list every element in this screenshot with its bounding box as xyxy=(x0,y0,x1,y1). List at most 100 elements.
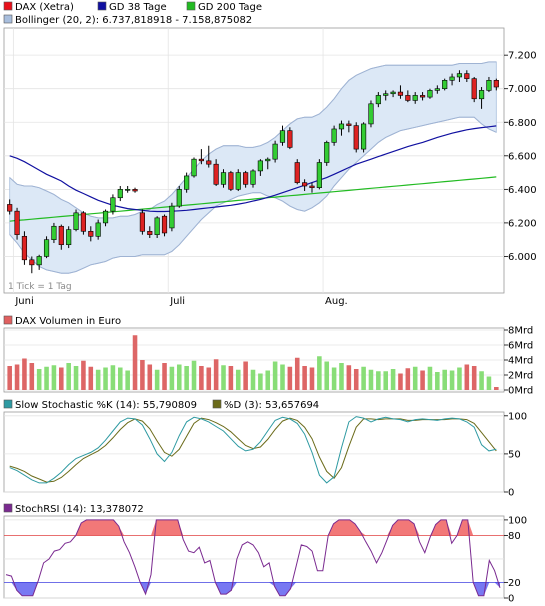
candle xyxy=(442,78,448,91)
candle xyxy=(66,226,72,249)
candle xyxy=(21,231,28,265)
candle xyxy=(243,170,249,188)
volume-bar xyxy=(59,367,64,390)
stochrsi-oversold-fill xyxy=(215,582,237,595)
candle-body xyxy=(279,130,286,143)
volume-y-axis: 0Mrd 2Mrd 4Mrd 6Mrd 8Mrd xyxy=(504,326,533,397)
candle-body xyxy=(353,125,359,150)
candle-body xyxy=(36,256,42,266)
stochrsi-y-tick-label: 100 xyxy=(508,515,527,526)
candle-body xyxy=(324,142,330,163)
tick-note: 1 Tick = 1 Tag xyxy=(8,282,72,292)
candle-body xyxy=(161,215,168,234)
candle-body xyxy=(478,90,485,100)
volume-bar xyxy=(442,369,447,390)
volume-bar xyxy=(140,360,145,390)
candle xyxy=(191,157,197,178)
stochrsi-line xyxy=(5,519,501,597)
volume-y-tick-label: 8Mrd xyxy=(508,326,533,337)
volume-bar xyxy=(471,366,477,390)
candle xyxy=(117,186,123,202)
volume-bar xyxy=(383,371,389,390)
stochrsi-y-axis: 0 20 80 100 xyxy=(504,515,527,605)
volume-bar xyxy=(250,369,256,390)
candle xyxy=(184,172,190,193)
candle-body xyxy=(456,73,463,78)
candle xyxy=(471,76,477,103)
candle-body xyxy=(471,78,477,100)
candle xyxy=(161,214,168,237)
volume-bar xyxy=(103,367,108,390)
candle-body xyxy=(272,143,278,160)
volume-bar xyxy=(302,366,307,390)
price-x-axis: Juni Juli Aug. xyxy=(14,296,347,307)
stochrsi-fills xyxy=(11,519,500,596)
stochastic-y-tick-label: 100 xyxy=(508,411,527,422)
candle-body xyxy=(154,217,160,235)
candle-body xyxy=(405,95,411,101)
volume-bar xyxy=(235,369,241,390)
volume-bar xyxy=(29,363,35,390)
volume-bar xyxy=(154,369,160,390)
candle-body xyxy=(102,210,109,224)
candle xyxy=(353,122,359,153)
volume-bar xyxy=(125,370,130,390)
volume-bar xyxy=(324,361,330,390)
candle xyxy=(88,226,94,242)
candle xyxy=(132,187,138,193)
candle-body xyxy=(213,163,219,185)
volume-bar xyxy=(51,365,57,390)
volume-bar xyxy=(420,370,425,390)
candle-body xyxy=(110,197,116,212)
candle-body xyxy=(287,130,293,148)
candle-body xyxy=(493,80,499,88)
stochrsi-overbought-fill xyxy=(387,519,420,536)
volume-bar xyxy=(169,366,175,390)
volume-bars xyxy=(7,335,499,390)
volume-y-tick-label: 4Mrd xyxy=(508,356,533,367)
candle xyxy=(95,219,101,240)
candle-body xyxy=(220,172,227,185)
candle-body xyxy=(169,205,175,229)
candle xyxy=(316,159,322,190)
candle-body xyxy=(191,158,197,177)
price-y-tick-label: 6.600 xyxy=(508,151,537,162)
candle xyxy=(427,88,433,99)
volume-y-tick-label: 0Mrd xyxy=(508,386,533,397)
candle xyxy=(125,186,131,193)
volume-bar xyxy=(147,364,153,390)
candle xyxy=(331,125,337,146)
candle xyxy=(7,199,13,215)
volume-title: DAX Volumen in Euro xyxy=(15,316,121,327)
candle-body xyxy=(43,239,50,257)
volume-bar xyxy=(449,370,455,390)
volume-bar xyxy=(81,360,86,390)
candle-body xyxy=(21,236,28,261)
stochrsi-overbought-fill xyxy=(75,519,125,536)
volume-bar xyxy=(368,369,374,390)
stochrsi-oversold-fill xyxy=(11,582,39,596)
candle-body xyxy=(66,229,72,246)
candle-body xyxy=(14,210,20,235)
volume-bar xyxy=(457,367,462,390)
candle xyxy=(58,224,64,250)
candle xyxy=(383,90,389,101)
candle-body xyxy=(51,225,57,240)
candle-body xyxy=(7,204,13,212)
volume-bar xyxy=(22,358,27,390)
volume-bar xyxy=(317,356,322,390)
candle-body xyxy=(419,95,426,98)
candlesticks xyxy=(7,70,499,274)
candle-body xyxy=(176,189,182,207)
candle xyxy=(456,70,463,82)
candle-body xyxy=(117,189,123,199)
candle-body xyxy=(390,91,396,95)
volume-bar xyxy=(191,360,197,390)
candle-body xyxy=(412,95,418,101)
volume-bar xyxy=(427,366,433,390)
candle-body xyxy=(346,123,352,126)
volume-bar xyxy=(390,369,396,390)
legend-label-gd200: GD 200 Tage xyxy=(198,2,262,13)
legend-swatch-gd38 xyxy=(97,1,107,11)
volume-bar xyxy=(7,366,12,390)
